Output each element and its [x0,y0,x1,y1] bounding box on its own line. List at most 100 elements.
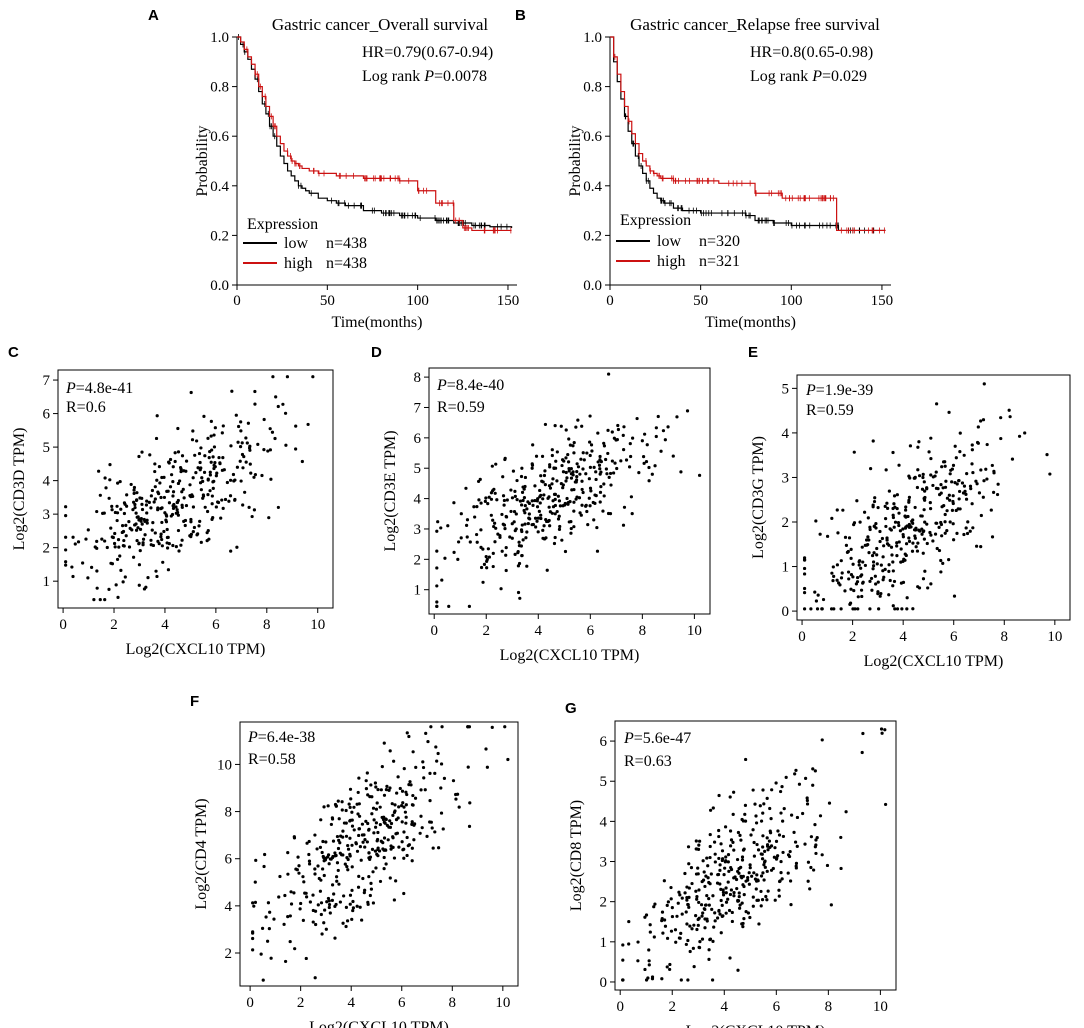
scatter-point [316,903,320,907]
x-tick-label: 2 [110,617,118,633]
scatter-point [456,540,461,544]
scatter-point [871,564,876,568]
scatter-point [875,546,879,551]
scatter-point [786,871,790,875]
scatter-point [555,479,559,483]
scatter-point [502,498,507,503]
scatter-point [330,816,334,820]
scatter-point [561,486,565,490]
scatter-point [835,578,839,582]
scatter-point [476,479,481,484]
scatter-point [962,532,966,537]
scatter-point [214,474,218,478]
scatter-point [1023,431,1027,435]
scatter-point [747,882,751,886]
scatter-point [779,871,783,875]
scatter-point [844,810,848,814]
scatter-point [491,551,495,555]
scatter-point [435,759,439,763]
scatter-point [138,527,143,531]
y-axis-label: Log2(CD4 TPM) [193,798,210,909]
scatter-point [479,501,483,505]
scatter-point [500,549,504,553]
censor-marks-low [238,34,508,230]
scatter-point [831,579,835,583]
scatter-point [867,538,871,542]
scatter-point [572,525,576,529]
scatter-point [647,465,651,470]
scatter-point [73,542,77,546]
y-axis-label: Log2(CD8 TPM) [568,800,585,911]
scatter-point [382,836,387,840]
scatter-point [575,495,579,499]
scatter-point [267,927,271,931]
scatter-point [752,871,756,875]
scatter-point [468,801,472,805]
scatter-point [548,465,552,469]
scatter-point [553,535,557,540]
scatter-point [695,927,699,932]
scatter-point [571,473,575,477]
scatter-point [740,855,745,859]
scatter-point [490,464,494,468]
scatter-point [364,819,368,823]
scatter-point [675,415,679,419]
x-tick-label: 10 [1047,629,1062,645]
scatter-point [855,499,859,503]
scatter-point [331,839,336,843]
scatter-point [870,553,875,558]
scatter-point [917,440,921,444]
scatter-point [809,835,814,839]
scatter-point [321,839,325,844]
scatter-point [952,538,956,542]
scatter-point [832,607,836,611]
scatter-point [84,537,88,541]
scatter-point [392,759,396,763]
scatter-point [871,505,875,509]
scatter-point [81,561,85,565]
scatter-point [388,819,392,823]
x-tick-label: 6 [773,999,781,1015]
scatter-point [393,803,397,807]
scatter-point [627,465,632,469]
scatter-point [557,527,562,531]
scatter-point [643,432,647,436]
scatter-point [524,536,528,540]
scatter-point [564,479,568,483]
scatter-point [679,470,683,474]
scatter-point [663,924,668,928]
scatter-point [728,829,733,833]
scatter-point [86,528,90,532]
scatter-point [457,805,461,809]
scatter-point [849,556,853,560]
scatter-point [159,535,163,539]
x-tick-label: 2 [668,999,676,1015]
scatter-point [323,908,327,912]
scatter-point [413,822,417,826]
scatter-point [168,457,173,462]
x-tick-label: 50 [320,293,335,309]
scatter-point [90,565,94,569]
scatter-point [955,531,959,535]
scatter-point [429,725,433,729]
scatter-point [968,484,973,488]
scatter-point [957,497,961,501]
scatter-point [939,558,943,563]
scatter-point [350,843,354,847]
scatter-point [860,750,864,755]
scatter-point [154,436,159,441]
x-tick-label: 4 [347,995,355,1011]
scatter-point [318,889,323,893]
scatter-point [203,505,207,509]
scatter-point [165,514,169,518]
x-tick-label: 10 [687,623,702,639]
scatter-point [694,889,698,893]
scatter-point [598,467,602,471]
scatter-point [917,474,922,478]
y-tick-label: 2 [43,541,51,557]
scatter-point [903,552,907,556]
scatter-point [765,898,769,902]
scatter-point [381,847,385,851]
scatter-point [907,539,912,543]
scatter-point [897,523,901,528]
